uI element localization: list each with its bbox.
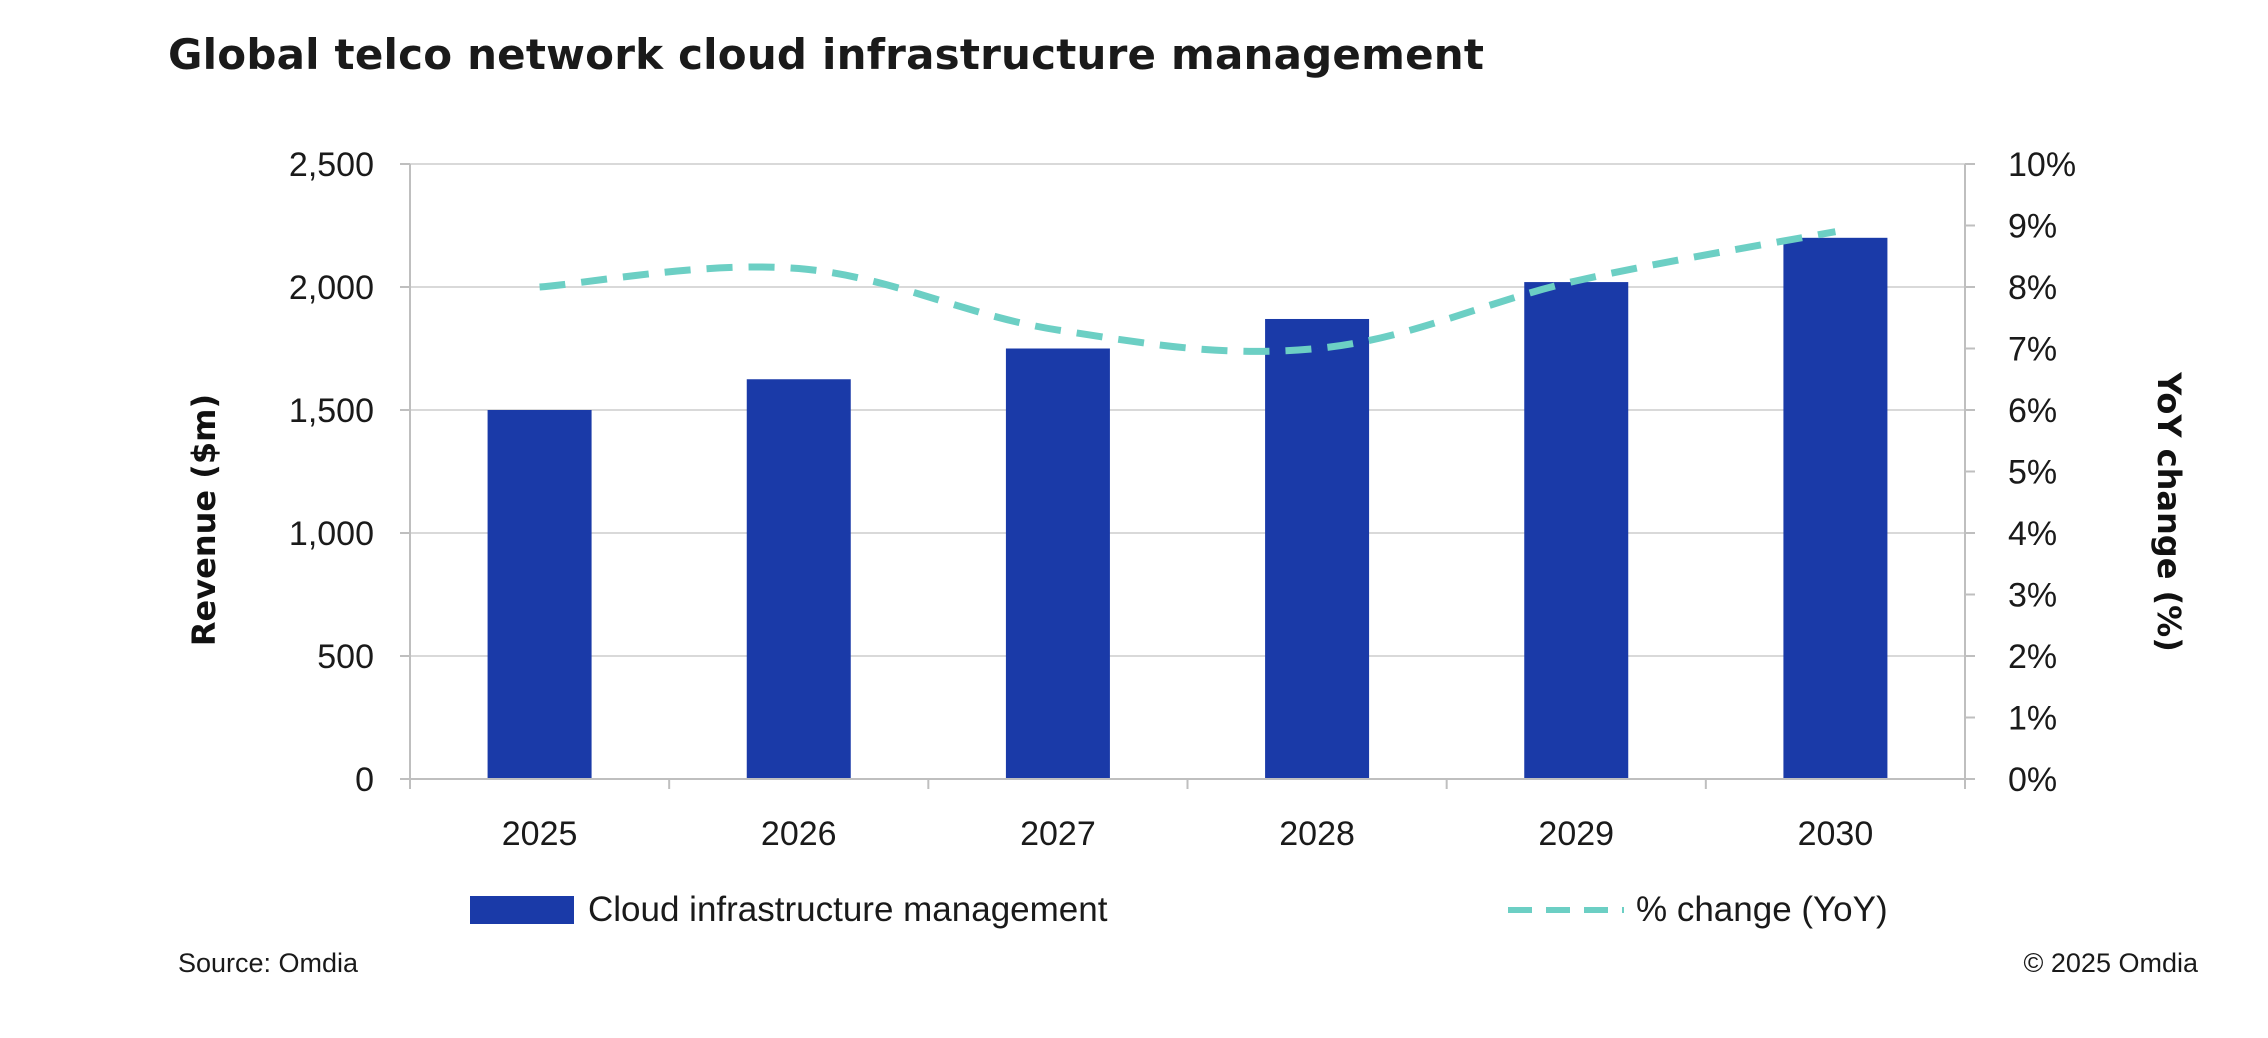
line-series xyxy=(539,228,1837,355)
legend-line-label: % change (YoY) xyxy=(1636,890,1888,929)
y2-tick-label: 0% xyxy=(2008,761,2057,799)
y2-tick-label: 2% xyxy=(2008,638,2057,676)
legend-bar-label: Cloud infrastructure management xyxy=(588,890,1108,929)
yoy-line xyxy=(539,228,1837,355)
y-tick-label: 1,500 xyxy=(289,392,374,430)
bar-2026 xyxy=(746,379,851,779)
bar-series xyxy=(487,237,1888,780)
bar-2030 xyxy=(1783,237,1888,780)
y2-tick-label: 7% xyxy=(2008,331,2057,369)
y-axis-ticks: 0 500 1,000 1,500 2,000 2,500 xyxy=(289,146,410,799)
y-tick-label: 1,000 xyxy=(289,515,374,553)
chart-title: Global telco network cloud infrastructur… xyxy=(168,30,1485,79)
y-axis-title: Revenue ($m) xyxy=(185,394,223,646)
x-tick-label: 2025 xyxy=(502,815,578,853)
bar-2028 xyxy=(1265,318,1370,779)
y2-tick-label: 3% xyxy=(2008,577,2057,615)
y2-tick-label: 6% xyxy=(2008,392,2057,430)
x-tick-label: 2029 xyxy=(1538,815,1614,853)
bar-2027 xyxy=(1005,348,1110,779)
y-tick-label: 2,500 xyxy=(289,146,374,184)
y2-tick-label: 10% xyxy=(2008,146,2076,184)
gridlines xyxy=(410,163,1965,657)
y-tick-label: 0 xyxy=(355,761,374,799)
axes xyxy=(409,164,1966,789)
y2-axis-ticks: 0% 1% 2% 3% 4% 5% 6% 7% 8% 9% 10% xyxy=(1965,146,2076,799)
y2-tick-label: 8% xyxy=(2008,269,2057,307)
y2-tick-label: 5% xyxy=(2008,454,2057,492)
y2-tick-label: 1% xyxy=(2008,700,2057,738)
x-tick-label: 2028 xyxy=(1279,815,1355,853)
y2-tick-label: 9% xyxy=(2008,208,2057,246)
x-axis-ticks: 2025 2026 2027 2028 2029 2030 xyxy=(502,815,1873,853)
bar-2029 xyxy=(1524,282,1629,779)
x-tick-label: 2027 xyxy=(1020,815,1096,853)
x-tick-label: 2030 xyxy=(1798,815,1874,853)
legend-bar-swatch xyxy=(470,896,574,924)
bar-2025 xyxy=(487,410,592,779)
source-note: Source: Omdia xyxy=(178,948,359,978)
y-tick-label: 500 xyxy=(317,638,374,676)
copyright-note: © 2025 Omdia xyxy=(2023,948,2199,978)
y2-axis-title: YoY change (%) xyxy=(2150,371,2188,652)
y2-tick-label: 4% xyxy=(2008,515,2057,553)
y-tick-label: 2,000 xyxy=(289,269,374,307)
x-tick-label: 2026 xyxy=(761,815,837,853)
legend: Cloud infrastructure management % change… xyxy=(470,890,1888,929)
